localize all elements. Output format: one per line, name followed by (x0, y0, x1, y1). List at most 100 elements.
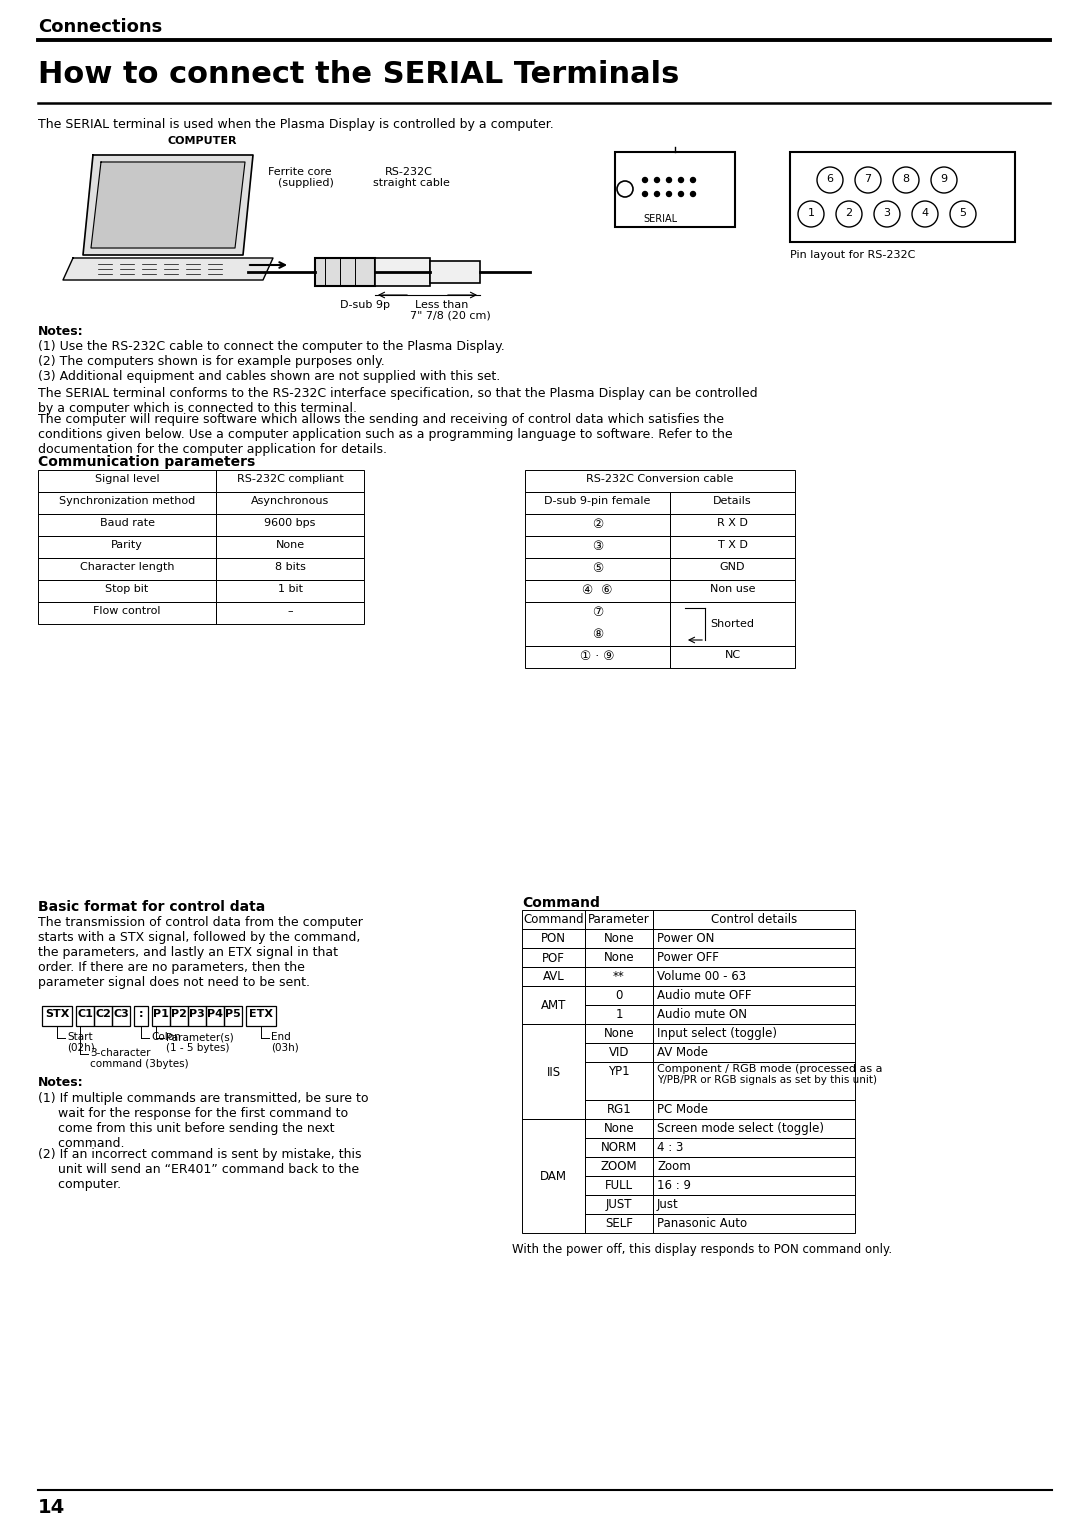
Bar (585, 1005, 653, 1024)
Text: ① · ⑨: ① · ⑨ (580, 649, 615, 663)
Text: Audio mute OFF: Audio mute OFF (657, 989, 752, 1002)
Text: The SERIAL terminal is used when the Plasma Display is controlled by a computer.: The SERIAL terminal is used when the Pla… (38, 118, 554, 131)
Bar (188, 1005, 206, 1025)
Text: 4: 4 (921, 208, 929, 219)
Text: Power ON: Power ON (657, 932, 714, 944)
Bar (653, 911, 855, 929)
Bar (522, 911, 585, 929)
Text: PON: PON (541, 932, 566, 946)
Text: Audio mute ON: Audio mute ON (657, 1008, 747, 1021)
Bar (585, 1100, 653, 1118)
Text: 3: 3 (883, 208, 891, 219)
Text: NORM: NORM (600, 1141, 637, 1154)
Text: The computer will require software which allows the sending and receiving of con: The computer will require software which… (38, 413, 732, 455)
Text: Ferrite core: Ferrite core (268, 167, 332, 177)
Bar (585, 1118, 653, 1138)
Polygon shape (63, 258, 273, 280)
Bar (585, 1195, 653, 1215)
Bar (522, 986, 585, 1024)
Text: RS-232C compliant: RS-232C compliant (237, 474, 343, 484)
Text: ②: ② (592, 518, 603, 532)
Bar (615, 151, 735, 228)
Bar (38, 581, 216, 602)
Bar (653, 1215, 855, 1233)
Bar (216, 558, 364, 581)
Bar (585, 967, 653, 986)
Bar (653, 1100, 855, 1118)
Text: Y/PB/PR or RGB signals as set by this unit): Y/PB/PR or RGB signals as set by this un… (657, 1076, 877, 1085)
Text: ④  ⑥: ④ ⑥ (582, 584, 612, 597)
Text: Signal level: Signal level (95, 474, 160, 484)
Bar (216, 471, 364, 492)
Bar (653, 1005, 855, 1024)
Bar (206, 1005, 224, 1025)
Text: Flow control: Flow control (93, 607, 161, 616)
Bar (170, 1005, 188, 1025)
Bar (670, 492, 795, 513)
Bar (670, 602, 795, 646)
Bar (585, 1215, 653, 1233)
Text: –: – (287, 607, 293, 616)
Text: 2: 2 (846, 208, 852, 219)
Bar (522, 929, 585, 947)
Bar (585, 1157, 653, 1177)
Bar (525, 471, 795, 492)
Text: Connections: Connections (38, 18, 162, 37)
Text: 7: 7 (864, 174, 872, 183)
Bar (38, 558, 216, 581)
Bar (522, 1024, 585, 1118)
Text: (2) If an incorrect command is sent by mistake, this
     unit will send an “ER4: (2) If an incorrect command is sent by m… (38, 1148, 362, 1190)
Text: Non use: Non use (710, 584, 755, 594)
Bar (670, 558, 795, 581)
Bar (585, 947, 653, 967)
Circle shape (643, 177, 648, 182)
Text: Baud rate: Baud rate (99, 518, 154, 529)
Circle shape (643, 191, 648, 197)
Text: Just: Just (657, 1198, 678, 1212)
Text: T X D: T X D (717, 539, 747, 550)
Bar (653, 1138, 855, 1157)
Text: Input select (toggle): Input select (toggle) (657, 1027, 777, 1041)
Text: Communication parameters: Communication parameters (38, 455, 255, 469)
Text: 8 bits: 8 bits (274, 562, 306, 571)
Bar (38, 513, 216, 536)
Text: ETX: ETX (249, 1008, 273, 1019)
Text: Synchronization method: Synchronization method (59, 497, 195, 506)
Text: Stop bit: Stop bit (106, 584, 149, 594)
Bar (670, 513, 795, 536)
Text: ⑦: ⑦ (592, 607, 603, 619)
Text: The SERIAL terminal conforms to the RS-232C interface specification, so that the: The SERIAL terminal conforms to the RS-2… (38, 387, 758, 416)
Text: 1: 1 (808, 208, 814, 219)
Text: None: None (604, 1027, 634, 1041)
Text: P3: P3 (189, 1008, 205, 1019)
Bar (585, 1062, 653, 1100)
Polygon shape (91, 162, 245, 248)
Text: 8: 8 (903, 174, 909, 183)
Text: None: None (604, 950, 634, 964)
Circle shape (678, 191, 684, 197)
Text: 4 : 3: 4 : 3 (657, 1141, 684, 1154)
Circle shape (654, 191, 660, 197)
Bar (653, 1062, 855, 1100)
Circle shape (666, 191, 672, 197)
Bar (585, 986, 653, 1005)
Text: straight cable: straight cable (373, 177, 450, 188)
Bar (585, 1024, 653, 1044)
Text: 0: 0 (616, 989, 623, 1002)
Text: C1: C1 (77, 1008, 93, 1019)
Bar (430, 261, 480, 283)
Text: (2) The computers shown is for example purposes only.: (2) The computers shown is for example p… (38, 354, 384, 368)
Text: Notes:: Notes: (38, 325, 83, 338)
Text: (03h): (03h) (271, 1044, 299, 1053)
Text: Basic format for control data: Basic format for control data (38, 900, 266, 914)
Bar (38, 471, 216, 492)
Text: 3-character: 3-character (90, 1048, 150, 1057)
Circle shape (690, 177, 696, 182)
Bar (216, 536, 364, 558)
Text: SELF: SELF (605, 1216, 633, 1230)
Bar (585, 929, 653, 947)
Bar (525, 558, 670, 581)
Text: Zoom: Zoom (657, 1160, 691, 1174)
Text: AV Mode: AV Mode (657, 1047, 708, 1059)
Circle shape (690, 191, 696, 197)
